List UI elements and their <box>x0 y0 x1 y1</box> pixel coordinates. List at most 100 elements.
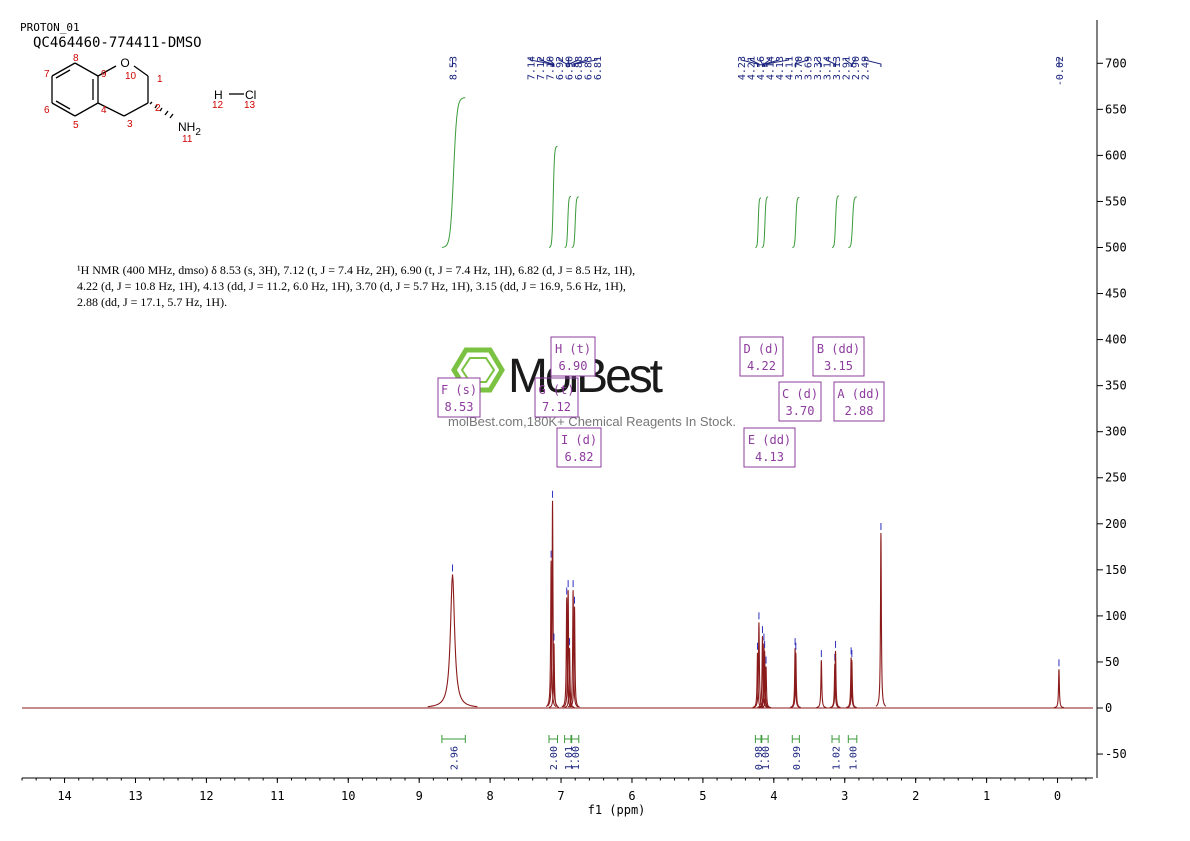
peak-label: 7.10 <box>545 56 556 80</box>
integral-label: 0.99 <box>792 746 803 770</box>
peak-label: 7.12 <box>536 56 547 80</box>
bond <box>55 100 71 110</box>
multiplet-shift: 3.70 <box>786 404 815 418</box>
integral-label: 0.98 <box>754 746 765 770</box>
atom-number: 12 <box>212 100 224 111</box>
y-tick-label: -50 <box>1105 747 1127 761</box>
integral-curve <box>792 196 800 248</box>
peak-label: 4.21 <box>747 56 758 80</box>
peak-label: 6.88 <box>574 56 585 80</box>
x-axis-label: f1 (ppm) <box>588 803 646 817</box>
peak-label: 2.90 <box>851 56 862 80</box>
y-tick-label: 500 <box>1105 240 1127 254</box>
atom-number: 2 <box>155 103 161 114</box>
peak-connector <box>574 58 598 67</box>
y-tick-label: 50 <box>1105 655 1119 669</box>
x-tick-label: 8 <box>487 789 494 803</box>
peak-label: 3.14 <box>823 56 834 80</box>
peak-connector <box>558 58 568 67</box>
peak-connector <box>750 58 760 67</box>
chart-subtitle: QC464460-774411-DMSO <box>33 35 202 51</box>
multiplet-shift: 3.15 <box>824 359 853 373</box>
peak-label: 3.70 <box>794 56 805 80</box>
multiplet-name: B (dd) <box>817 342 860 356</box>
atom-number: 4 <box>101 105 107 116</box>
atom-number: 7 <box>44 69 50 80</box>
peak-label: 3.33 <box>813 56 824 80</box>
multiplet-name: F (s) <box>441 383 477 397</box>
peak-connector <box>740 58 759 67</box>
peak <box>875 533 887 707</box>
bond <box>149 101 153 105</box>
x-tick-label: 9 <box>416 789 423 803</box>
y-tick-label: 600 <box>1105 148 1127 162</box>
x-tick-label: 12 <box>199 789 213 803</box>
peak <box>545 560 557 708</box>
atom-number: 5 <box>73 120 79 131</box>
peak-connector <box>851 58 856 67</box>
integral-curve <box>831 195 840 248</box>
multiplet-name: D (d) <box>743 342 779 356</box>
peak <box>567 590 579 708</box>
atom-numbers: 1 2 3 4 5 6 7 8 9 10 11 12 13 <box>44 53 256 145</box>
peak <box>427 574 478 708</box>
y-tick-label: 650 <box>1105 102 1127 116</box>
y-tick-label: 700 <box>1105 56 1127 70</box>
bond <box>74 62 99 77</box>
bond <box>74 102 99 117</box>
peak <box>790 652 801 708</box>
x-tick-label: 2 <box>912 789 919 803</box>
integral-curve <box>571 196 579 248</box>
atom: H <box>214 88 223 102</box>
x-tick-label: 13 <box>128 789 142 803</box>
multiplet-box <box>833 381 885 422</box>
peak <box>846 660 857 709</box>
peak-label: -0.02 <box>1055 56 1066 86</box>
peak-connector <box>759 58 763 67</box>
atom-number: 10 <box>125 71 137 82</box>
peak-connector <box>765 58 790 67</box>
peak-connector <box>572 58 588 67</box>
bond <box>154 104 158 109</box>
y-tick-label: 200 <box>1105 517 1127 531</box>
x-tick-label: 4 <box>770 789 777 803</box>
multiplet-name: G (t) <box>538 383 574 397</box>
multiplet-box <box>550 336 596 377</box>
x-tick-label: 14 <box>57 789 71 803</box>
peak-label: 4.13 <box>775 56 786 80</box>
peak-connector <box>763 58 771 67</box>
atom-number: 1 <box>157 74 163 85</box>
peak-label: 7.14 <box>526 56 537 80</box>
peak-label: 2.91 <box>842 56 853 80</box>
multiplet-name: E (dd) <box>748 433 791 447</box>
multiplet-box <box>743 427 796 468</box>
y-tick-label: 0 <box>1105 701 1112 715</box>
integral-curve <box>755 197 762 248</box>
x-tick-label: 7 <box>557 789 564 803</box>
y-tick-label: 450 <box>1105 287 1127 301</box>
x-tick-label: 5 <box>699 789 706 803</box>
integral-label: 1.01 <box>564 746 575 770</box>
bond <box>159 107 163 112</box>
peak-label: 4.16 <box>756 56 767 80</box>
watermark-tagline: molBest.com,180K+ Chemical Reagents In S… <box>448 414 736 429</box>
peak-connector <box>569 58 579 67</box>
multiplet-shift: 6.90 <box>559 359 588 373</box>
x-tick-label: 6 <box>628 789 635 803</box>
y-tick-label: 300 <box>1105 425 1127 439</box>
structure <box>51 62 244 119</box>
bond <box>133 65 149 77</box>
atom-number: 6 <box>44 105 50 116</box>
peak-label: 6.83 <box>583 56 594 80</box>
peak <box>564 648 575 708</box>
bond <box>97 102 125 117</box>
peak-connector <box>529 58 552 67</box>
bond <box>51 62 76 77</box>
peak-connector <box>835 58 837 67</box>
integral-label: 1.00 <box>571 746 582 770</box>
peak-connector <box>816 58 822 67</box>
annotation: ¹H NMR (400 MHz, dmso) δ 8.53 (s, 3H), 7… <box>77 263 636 309</box>
x-tick-label: 11 <box>270 789 284 803</box>
peak-connector <box>548 58 555 67</box>
